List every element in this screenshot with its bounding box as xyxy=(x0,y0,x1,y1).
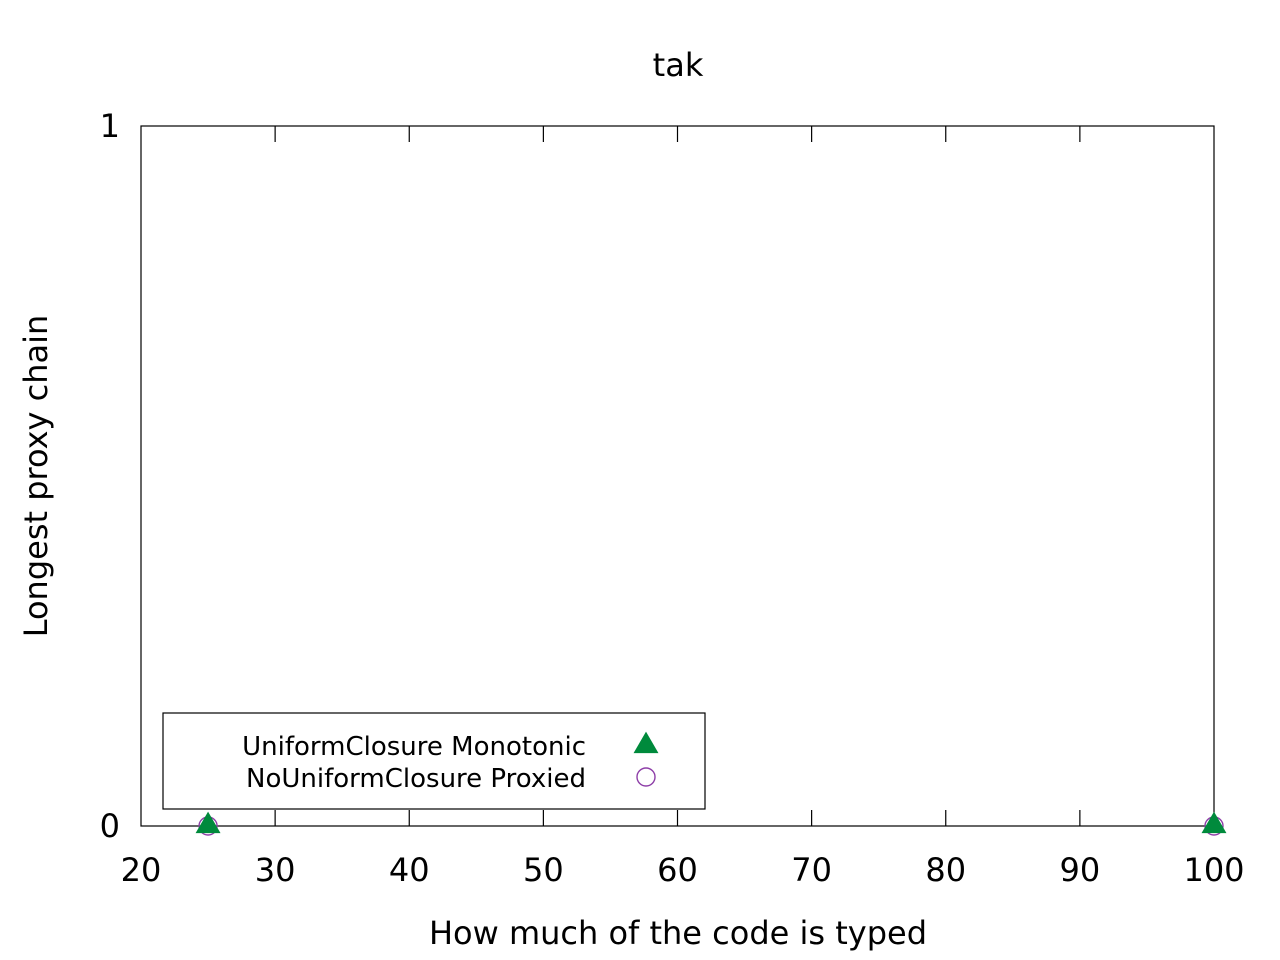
x-tick-label: 60 xyxy=(657,851,698,889)
data-point-triangle xyxy=(195,811,221,834)
data-points xyxy=(195,811,1227,836)
y-tick-label: 1 xyxy=(100,107,120,145)
x-tick-label: 30 xyxy=(255,851,296,889)
x-tick-label: 90 xyxy=(1060,851,1101,889)
legend-box xyxy=(162,712,706,810)
x-tick-label: 100 xyxy=(1183,851,1244,889)
x-tick-label: 70 xyxy=(791,851,832,889)
legend-label-uniformclosure-monotonic: UniformClosure Monotonic xyxy=(242,732,586,762)
x-tick-label: 50 xyxy=(523,851,564,889)
y-axis-title: Longest proxy chain xyxy=(17,315,55,638)
legend-label-nouniformclosure-proxied: NoUniformClosure Proxied xyxy=(246,764,586,794)
x-tick-label: 20 xyxy=(121,851,162,889)
x-axis-title: How much of the code is typed xyxy=(429,914,927,952)
legend-circle-icon xyxy=(636,767,656,787)
legend: UniformClosure Monotonic NoUniformClosur… xyxy=(162,712,706,810)
y-tick-label: 0 xyxy=(100,807,120,845)
legend-marker-triangle xyxy=(633,731,659,754)
x-tick-label: 40 xyxy=(389,851,430,889)
legend-marker-circle xyxy=(636,767,656,787)
y-axis-ticks: 01 xyxy=(100,107,120,845)
data-point-triangle xyxy=(1201,811,1227,834)
legend-triangle-icon xyxy=(633,731,659,754)
chart-title: tak xyxy=(653,46,704,84)
x-tick-label: 80 xyxy=(925,851,966,889)
x-axis-ticks: 20 30 40 50 60 70 80 90 100 xyxy=(121,126,1245,889)
